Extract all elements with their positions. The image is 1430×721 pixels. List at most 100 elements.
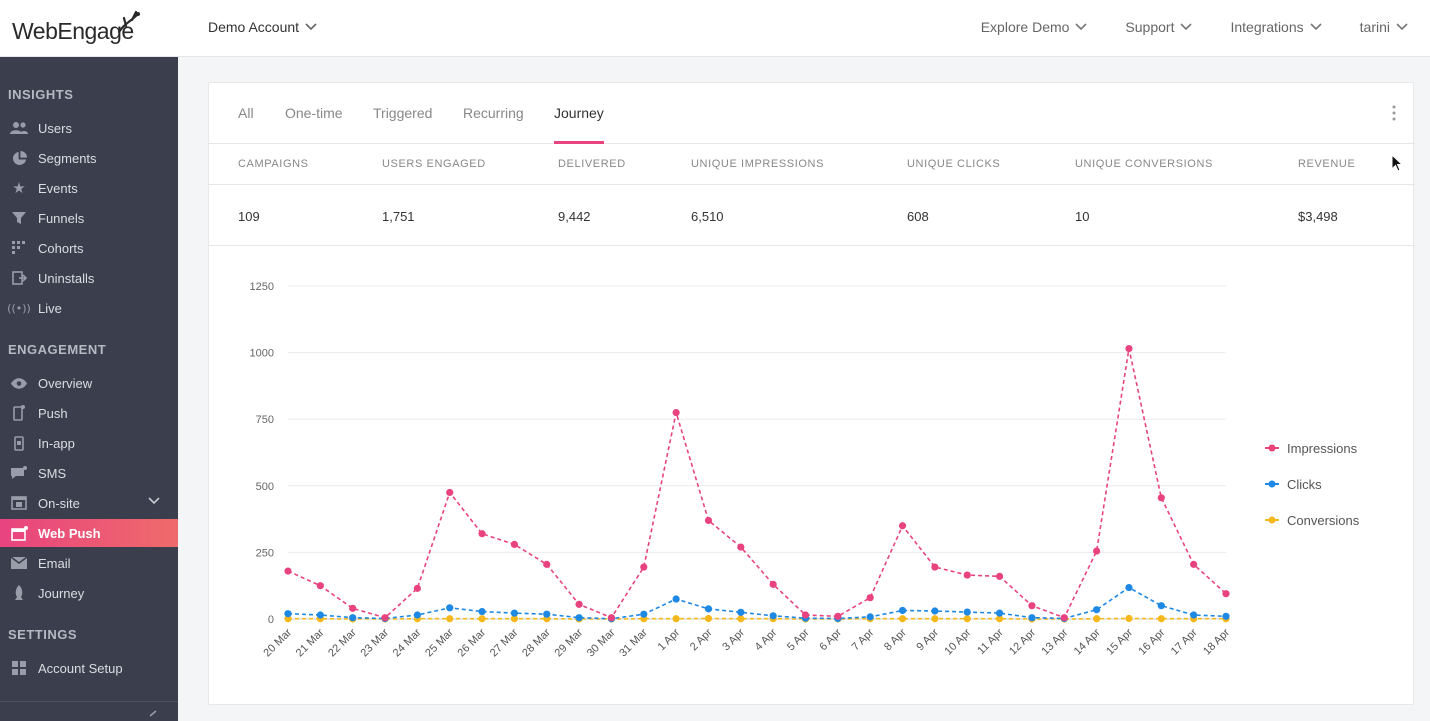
sidebar-item-label: Overview [38,375,93,391]
sidebar-item-cohorts[interactable]: Cohorts [0,234,178,262]
data-point-conversions [931,615,939,623]
sidebar: INSIGHTS Users Segments ★ Events Funnels… [0,57,178,721]
value-campaigns: 109 [238,209,260,224]
sidebar-item-web-push[interactable]: Web Push [0,519,178,547]
tab-recurring[interactable]: Recurring [463,105,524,121]
users-icon [10,120,28,136]
x-tick-label: 3 Apr [720,626,747,653]
broadcast-icon: ((•)) [7,301,31,315]
settings-grid-icon [10,660,28,676]
value-unique-impressions: 6,510 [691,209,724,224]
x-tick-label: 23 Mar [358,626,391,659]
sidebar-item-email[interactable]: Email [0,549,178,577]
data-point-clicks [672,595,680,603]
data-point-conversions [1093,615,1101,623]
sidebar-item-push[interactable]: Push [0,399,178,427]
sidebar-item-sms[interactable]: SMS [0,459,178,487]
top-nav: Explore Demo Support Integrations tarini [981,19,1408,35]
data-point-clicks [1125,583,1133,592]
sidebar-item-users[interactable]: Users [0,114,178,142]
sidebar-item-overview[interactable]: Overview [0,369,178,397]
data-point-impressions [575,600,583,608]
data-point-conversions [1157,615,1165,623]
x-tick-label: 2 Apr [688,626,715,653]
x-tick-label: 10 Apr [942,626,973,657]
sidebar-item-segments[interactable]: Segments [0,144,178,172]
data-point-impressions [672,408,680,417]
sidebar-item-events[interactable]: ★ Events [0,174,178,202]
y-tick-label: 750 [256,414,274,426]
user-menu[interactable]: tarini [1360,19,1408,35]
chevron-down-icon [305,23,317,31]
chevron-down-icon [1075,23,1087,31]
data-point-impressions [1222,590,1230,598]
series-line-impressions [287,348,1227,619]
header-revenue: REVENUE [1298,158,1356,170]
sidebar-collapse-toggle[interactable] [0,701,178,721]
legend-item-conversions[interactable]: Conversions [1265,502,1359,538]
data-point-impressions [834,612,842,620]
support-menu[interactable]: Support [1125,19,1193,35]
tablet-icon [10,435,28,451]
more-options-icon[interactable] [1391,103,1397,123]
data-point-conversions [284,615,292,623]
data-point-impressions [704,516,713,525]
value-users-engaged: 1,751 [382,209,415,224]
sidebar-item-account-setup[interactable]: Account Setup [0,654,178,682]
sidebar-item-funnels[interactable]: Funnels [0,204,178,232]
sidebar-item-uninstalls[interactable]: Uninstalls [0,264,178,292]
sidebar-item-on-site[interactable]: On-site [0,489,178,517]
legend-item-clicks[interactable]: Clicks [1265,466,1359,502]
x-tick-label: 29 Mar [553,626,586,659]
account-switcher[interactable]: Demo Account [208,19,317,35]
data-point-impressions [769,580,777,588]
sidebar-item-label: Funnels [38,210,85,226]
chevron-down-icon [1310,23,1322,31]
sidebar-item-label: Push [38,405,68,421]
data-point-impressions [995,572,1004,580]
data-point-clicks [898,606,907,615]
explore-demo-label: Explore Demo [980,19,1070,35]
funnel-icon [10,210,28,226]
value-revenue: $3,498 [1298,209,1338,224]
tab-all[interactable]: All [238,105,254,121]
value-delivered: 9,442 [558,209,591,224]
section-engagement: ENGAGEMENT [8,342,107,357]
x-tick-label: 13 Apr [1039,626,1070,657]
logo-text: WebEngage [12,18,134,44]
stats-header-row: CAMPAIGNS USERS ENGAGED DELIVERED UNIQUE… [209,144,1415,185]
data-point-impressions [1093,547,1101,555]
chevron-down-icon[interactable] [148,497,160,505]
header-unique-conversions: UNIQUE CONVERSIONS [1075,158,1213,170]
data-point-impressions [478,530,486,538]
integrations-menu[interactable]: Integrations [1230,19,1322,35]
tab-journey[interactable]: Journey [554,105,604,144]
explore-demo-menu[interactable]: Explore Demo [981,19,1088,35]
data-point-clicks [1093,606,1101,614]
header-unique-impressions: UNIQUE IMPRESSIONS [691,158,825,170]
chevron-down-icon [1396,23,1408,31]
data-point-clicks [575,614,583,622]
sidebar-item-journey[interactable]: Journey [0,579,178,607]
tab-one-time[interactable]: One-time [285,105,343,121]
data-point-clicks [866,613,874,621]
webengage-logo[interactable]: WebEngage [12,10,142,44]
tab-triggered[interactable]: Triggered [373,105,433,121]
legend-label: Conversions [1287,512,1360,528]
x-tick-label: 8 Apr [882,626,909,653]
sidebar-item-label: Account Setup [38,660,123,676]
x-tick-label: 12 Apr [1007,626,1038,657]
legend-marker-conversions [1265,516,1279,524]
sidebar-item-in-app[interactable]: In-app [0,429,178,457]
exit-icon [10,270,28,286]
legend-item-impressions[interactable]: Impressions [1265,430,1359,466]
x-tick-label: 24 Mar [391,626,424,659]
data-point-clicks [510,609,519,617]
data-point-impressions [801,611,810,619]
value-unique-clicks: 608 [907,209,929,224]
sidebar-item-live[interactable]: ((•)) Live [0,294,178,322]
data-point-impressions [413,584,421,592]
data-point-impressions [607,614,616,622]
stats-value-row: 109 1,751 9,442 6,510 608 10 $3,498 [209,185,1415,246]
series-line-clicks [287,586,1227,620]
